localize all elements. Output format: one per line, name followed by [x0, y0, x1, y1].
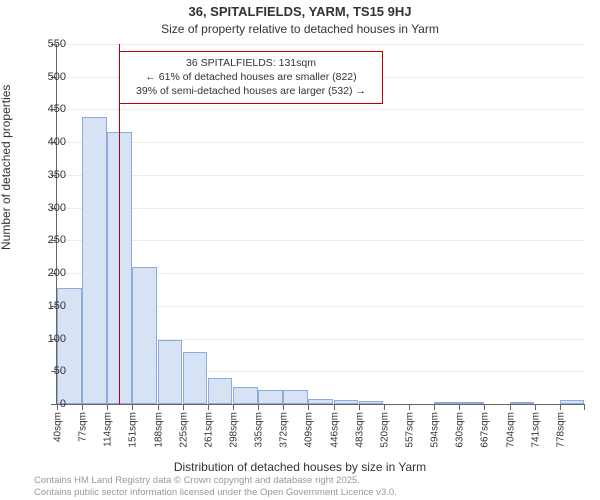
- x-tick: [560, 404, 561, 410]
- attribution-line: Contains public sector information licen…: [34, 487, 397, 498]
- histogram-bar: [158, 340, 183, 404]
- y-tick-label: 50: [36, 365, 66, 377]
- y-tick-label: 450: [36, 103, 66, 115]
- gridline: [57, 142, 585, 143]
- x-tick: [132, 404, 133, 410]
- histogram-bar: [560, 400, 585, 404]
- histogram-bar: [183, 352, 208, 404]
- x-tick-label: 409sqm: [304, 412, 315, 448]
- x-tick-label: 151sqm: [128, 412, 139, 448]
- y-tick-label: 350: [36, 169, 66, 181]
- annotation-line: 36 SPITALFIELDS: 131sqm: [126, 56, 376, 70]
- chart-subtitle: Size of property relative to detached ho…: [0, 22, 600, 36]
- y-tick-label: 300: [36, 202, 66, 214]
- histogram-bar: [233, 387, 258, 404]
- x-tick-label: 298sqm: [229, 412, 240, 448]
- y-tick-label: 250: [36, 234, 66, 246]
- histogram-bar: [308, 399, 333, 404]
- x-tick-label: 114sqm: [103, 412, 114, 447]
- x-tick: [584, 404, 585, 410]
- histogram-bar: [258, 390, 283, 404]
- x-tick: [384, 404, 385, 410]
- x-tick: [334, 404, 335, 410]
- gridline: [57, 109, 585, 110]
- annotation-box: 36 SPITALFIELDS: 131sqm← 61% of detached…: [119, 51, 383, 104]
- x-tick: [484, 404, 485, 410]
- x-tick: [82, 404, 83, 410]
- x-tick-label: 741sqm: [530, 412, 541, 448]
- x-tick-label: 40sqm: [53, 412, 64, 442]
- plot-area: 36 SPITALFIELDS: 131sqm← 61% of detached…: [56, 44, 585, 405]
- x-tick-label: 594sqm: [430, 412, 441, 448]
- gridline: [57, 44, 585, 45]
- x-tick: [409, 404, 410, 410]
- x-tick: [208, 404, 209, 410]
- x-tick-label: 704sqm: [505, 412, 516, 448]
- x-tick-label: 225sqm: [178, 412, 189, 448]
- y-tick-label: 400: [36, 136, 66, 148]
- x-tick-label: 335sqm: [254, 412, 265, 448]
- histogram-bar: [434, 402, 459, 404]
- histogram-bar: [82, 117, 107, 404]
- annotation-line: ← 61% of detached houses are smaller (82…: [126, 70, 376, 84]
- x-tick-label: 446sqm: [329, 412, 340, 448]
- x-tick: [308, 404, 309, 410]
- y-tick-label: 200: [36, 267, 66, 279]
- x-tick: [158, 404, 159, 410]
- y-tick-label: 0: [36, 398, 66, 410]
- gridline: [57, 175, 585, 176]
- x-tick: [258, 404, 259, 410]
- x-tick: [283, 404, 284, 410]
- x-tick: [510, 404, 511, 410]
- x-tick-label: 372sqm: [279, 412, 290, 448]
- gridline: [57, 240, 585, 241]
- y-tick-label: 100: [36, 333, 66, 345]
- histogram-bar: [283, 390, 308, 404]
- x-tick: [359, 404, 360, 410]
- x-axis-label: Distribution of detached houses by size …: [0, 460, 600, 474]
- x-tick-label: 557sqm: [405, 412, 416, 448]
- chart-title: 36, SPITALFIELDS, YARM, TS15 9HJ: [0, 4, 600, 19]
- x-tick: [434, 404, 435, 410]
- x-tick-label: 188sqm: [153, 412, 164, 448]
- x-tick-label: 520sqm: [379, 412, 390, 448]
- x-tick-label: 630sqm: [455, 412, 466, 448]
- histogram-bar: [132, 267, 157, 404]
- x-tick: [183, 404, 184, 410]
- x-tick: [535, 404, 536, 410]
- y-tick-label: 500: [36, 71, 66, 83]
- y-axis-label: Number of detached properties: [0, 85, 13, 250]
- x-tick: [107, 404, 108, 410]
- y-tick-label: 150: [36, 300, 66, 312]
- histogram-bar: [208, 378, 233, 404]
- x-tick-label: 77sqm: [78, 412, 89, 442]
- x-tick-label: 483sqm: [354, 412, 365, 448]
- x-tick: [459, 404, 460, 410]
- histogram-bar: [459, 402, 484, 404]
- gridline: [57, 208, 585, 209]
- annotation-line: 39% of semi-detached houses are larger (…: [126, 84, 376, 98]
- attribution-line: Contains HM Land Registry data © Crown c…: [34, 475, 397, 486]
- histogram-bar: [334, 400, 359, 404]
- x-tick-label: 667sqm: [480, 412, 491, 448]
- histogram-bar: [359, 401, 384, 404]
- x-tick: [233, 404, 234, 410]
- x-tick-label: 261sqm: [203, 412, 214, 448]
- histogram-bar: [510, 402, 535, 404]
- attribution-text: Contains HM Land Registry data © Crown c…: [34, 475, 397, 498]
- x-tick-label: 778sqm: [555, 412, 566, 448]
- y-tick-label: 550: [36, 38, 66, 50]
